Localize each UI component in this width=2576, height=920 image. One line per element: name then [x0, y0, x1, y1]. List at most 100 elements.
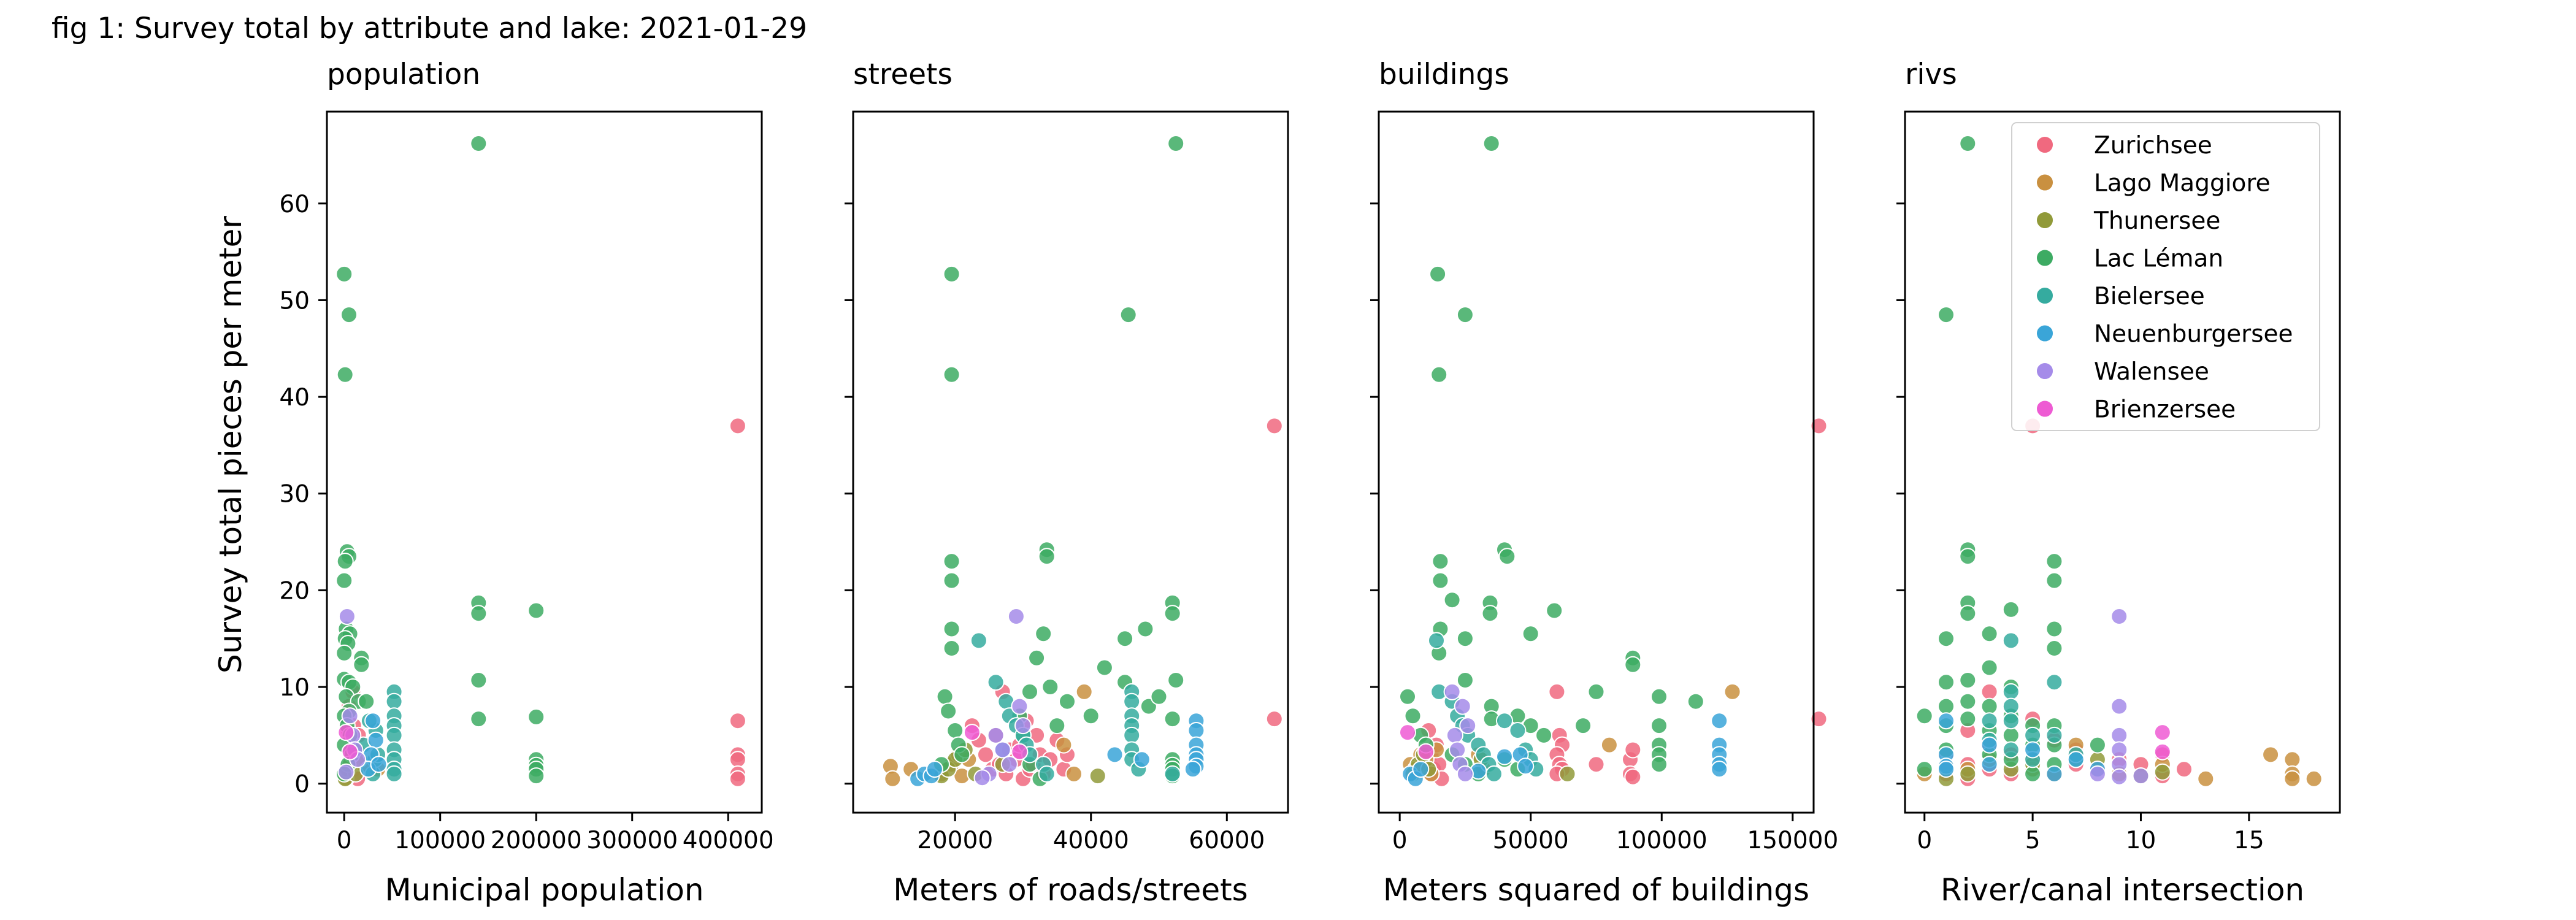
data-point [1038, 765, 1056, 783]
data-point [1574, 717, 1592, 735]
data-point [1481, 605, 1499, 623]
x-tick-label: 20000 [917, 827, 993, 854]
data-point [1938, 761, 1955, 778]
legend-marker [2036, 286, 2054, 305]
data-point [2045, 765, 2063, 783]
data-point [2002, 741, 2020, 759]
data-point [1959, 692, 1977, 710]
data-point [1035, 625, 1052, 643]
data-point [1265, 417, 1283, 435]
data-point [1456, 672, 1474, 689]
legend-marker [2036, 248, 2054, 267]
data-point [1485, 765, 1503, 783]
data-point [1412, 761, 1430, 778]
data-point [2175, 761, 2193, 778]
data-points [335, 135, 746, 788]
data-point [1587, 756, 1605, 773]
data-point [1167, 135, 1185, 152]
data-point [340, 306, 358, 324]
data-point [1059, 692, 1076, 710]
y-axis-label: Survey total pieces per meter [213, 216, 248, 673]
data-point [1980, 736, 1998, 754]
data-point [370, 756, 388, 773]
legend-marker [2036, 136, 2054, 154]
data-point [1456, 765, 1474, 783]
data-point [1163, 605, 1181, 623]
data-point [1496, 712, 1513, 730]
data-point [2024, 765, 2042, 783]
data-point [1454, 697, 1471, 715]
data-point [2045, 726, 2063, 744]
data-point [2002, 600, 2020, 618]
data-point [1089, 767, 1106, 785]
data-point [341, 743, 359, 761]
data-point [2002, 712, 2020, 730]
data-point [1558, 765, 1576, 783]
x-tick-label: 0 [1392, 827, 1408, 854]
axes-frame [1904, 110, 2341, 814]
data-point [943, 265, 960, 283]
legend-item: Walensee [2036, 358, 2209, 386]
data-point [2088, 736, 2106, 754]
y-tick-label: 50 [279, 287, 310, 315]
legend-item: Lac Léman [2036, 245, 2223, 273]
data-point [336, 553, 354, 570]
data-point [729, 417, 746, 435]
data-point [977, 746, 994, 764]
data-point [1095, 659, 1113, 677]
data-point [729, 770, 746, 788]
data-point [1429, 265, 1447, 283]
data-point [729, 751, 746, 769]
legend: Zurichsee Lago Maggiore Thunersee Lac Léman… [2011, 122, 2320, 431]
data-points [881, 135, 1283, 788]
data-point [385, 726, 403, 744]
data-point [2153, 743, 2171, 761]
legend-frame [2011, 122, 2320, 431]
data-point [1810, 710, 1828, 728]
data-point [527, 767, 545, 785]
data-point [1687, 692, 1704, 710]
data-point [367, 731, 385, 749]
data-point [1938, 697, 1955, 715]
x-tick-label: 300000 [586, 827, 678, 854]
data-point [1011, 743, 1029, 761]
data-point [1443, 683, 1461, 700]
data-point [1498, 548, 1516, 565]
data-point [1711, 761, 1728, 778]
panel-rivs: rivs 0 5 10 15 River/canal intersection [1896, 58, 2341, 908]
data-point [1011, 697, 1029, 715]
data-point [2045, 553, 2063, 570]
data-point [527, 602, 545, 619]
y-tick-label: 10 [279, 674, 310, 702]
data-point [2153, 763, 2171, 781]
data-point [2045, 673, 2063, 691]
data-point [470, 605, 488, 623]
axes-frame [326, 110, 763, 814]
data-point [1517, 757, 1535, 775]
data-point [1430, 366, 1448, 383]
data-point [2110, 697, 2128, 715]
data-point [1456, 630, 1474, 648]
data-point [1509, 722, 1527, 739]
legend-item: Brienzersee [2036, 396, 2236, 424]
data-point [1456, 306, 1474, 324]
data-point [1055, 736, 1073, 754]
data-point [1075, 683, 1093, 700]
data-point [1184, 761, 1202, 778]
data-point [2024, 741, 2042, 759]
data-point [1980, 712, 1998, 730]
data-point [1404, 707, 1422, 725]
data-point [1535, 726, 1553, 744]
data-point [1041, 678, 1059, 696]
data-point [2067, 751, 2085, 769]
data-point [2305, 770, 2323, 788]
data-point [2088, 765, 2106, 783]
data-point [385, 692, 403, 710]
legend-label: Bielersee [2094, 283, 2205, 310]
data-point [987, 673, 1005, 691]
data-point [2045, 640, 2063, 657]
data-point [470, 135, 488, 152]
legend-item: Bielersee [2036, 283, 2205, 310]
data-point [1116, 630, 1134, 648]
